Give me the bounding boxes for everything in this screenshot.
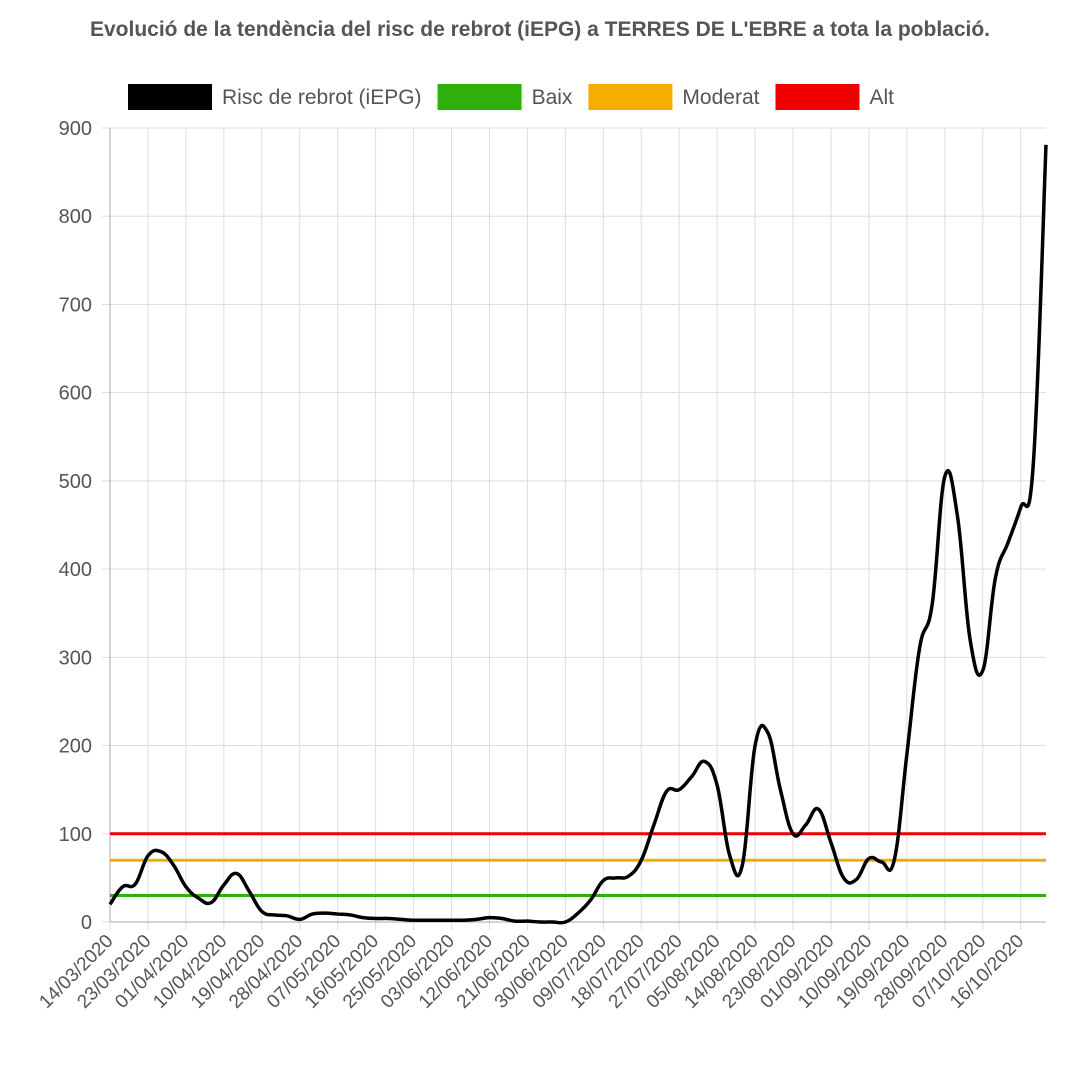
y-tick-label: 0: [81, 912, 92, 934]
legend-swatch: [437, 84, 522, 110]
legend-swatch: [128, 84, 212, 110]
y-tick-label: 700: [59, 294, 92, 316]
legend-label: Risc de rebrot (iEPG): [222, 86, 422, 109]
y-tick-label: 400: [59, 559, 92, 581]
chart-title: Evolució de la tendència del risc de reb…: [90, 18, 990, 41]
y-tick-label: 600: [59, 383, 92, 405]
y-tick-label: 100: [59, 824, 92, 846]
legend-label: Alt: [869, 86, 894, 109]
y-tick-label: 300: [59, 647, 92, 669]
legend-label: Moderat: [682, 86, 759, 109]
legend-swatch: [775, 84, 860, 110]
legend-label: Baix: [532, 86, 573, 109]
y-tick-label: 800: [59, 206, 92, 228]
legend-swatch: [588, 84, 673, 110]
y-tick-label: 500: [59, 471, 92, 493]
data-line: [108, 144, 1048, 925]
y-tick-label: 200: [59, 736, 92, 758]
y-tick-label: 900: [59, 118, 92, 140]
